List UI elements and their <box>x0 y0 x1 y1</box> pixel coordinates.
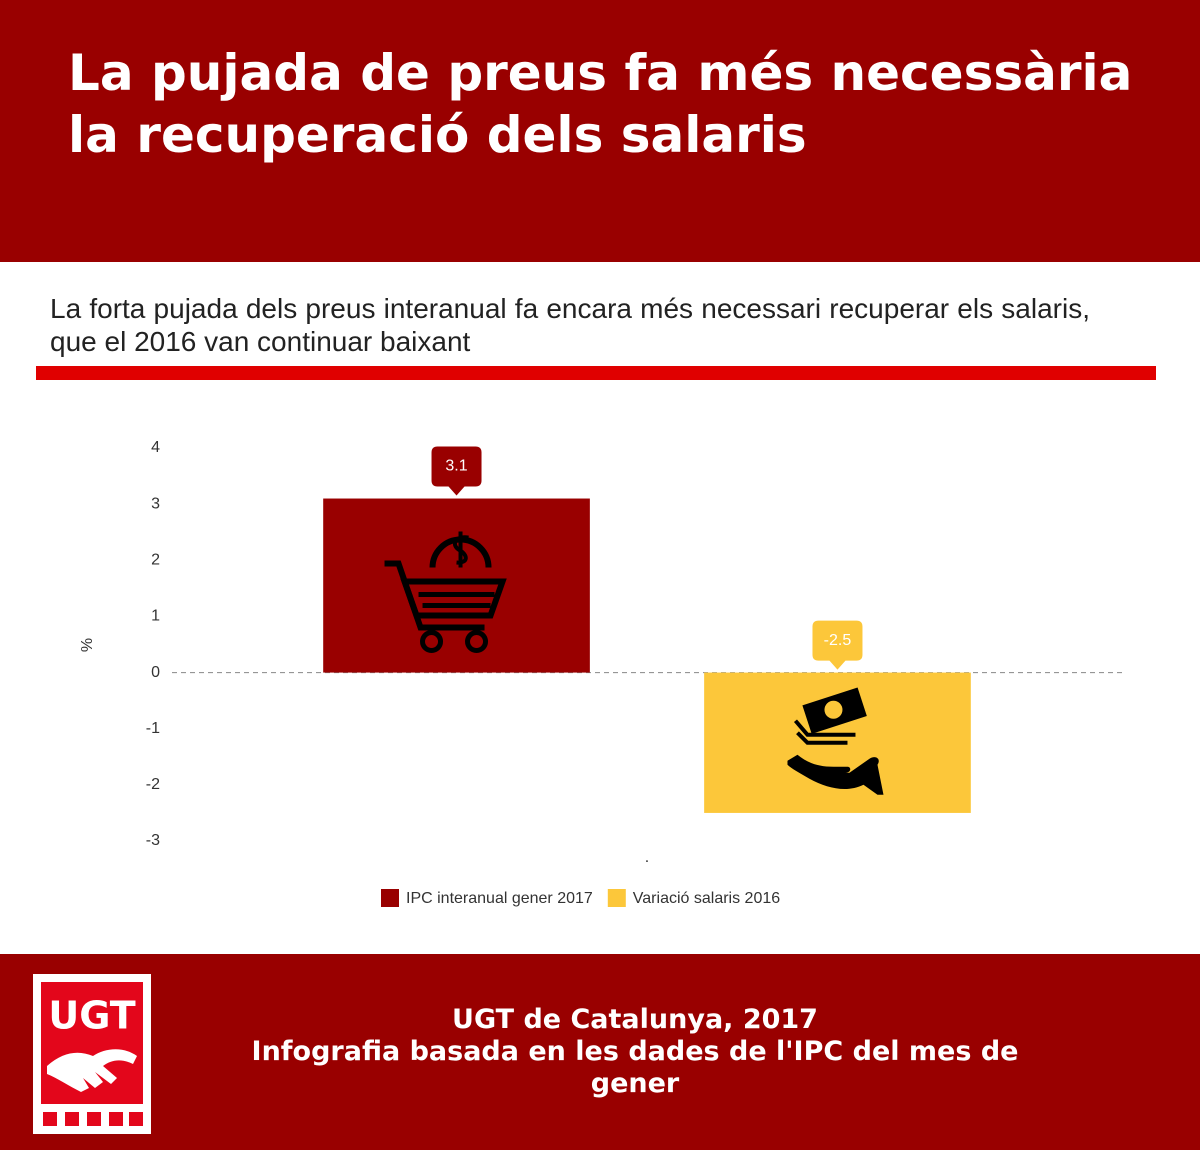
y-tick-label: -1 <box>146 720 160 737</box>
y-tick-label: 4 <box>151 439 160 456</box>
logo-graphic: UGT <box>41 982 143 1126</box>
logo: UGT <box>33 974 151 1134</box>
legend-swatch <box>607 889 626 907</box>
y-axis-label: % <box>79 638 96 652</box>
icon-part <box>793 719 856 745</box>
data-label: -2.5 <box>824 632 852 649</box>
legend-label: Variació salaris 2016 <box>633 890 780 907</box>
subtitle: La forta pujada dels preus interanual fa… <box>50 293 1090 357</box>
header: La pujada de preus fa més necessària la … <box>0 0 1200 262</box>
x-tick-label: . <box>645 849 649 866</box>
data-label: 3.1 <box>445 458 467 475</box>
icon-part <box>400 578 507 619</box>
footer-text: UGT de Catalunya, 2017 Infografia basada… <box>235 1004 1035 1100</box>
footer-line: UGT de Catalunya, 2017 <box>452 1004 818 1035</box>
bar <box>323 498 590 673</box>
icon-part <box>453 531 469 568</box>
bar-icon <box>787 687 884 795</box>
icon-part <box>465 630 489 654</box>
icon-part <box>824 700 843 719</box>
legend-swatch <box>381 889 399 907</box>
footer-line: Infografia basada en les dades de l'IPC … <box>251 1036 1019 1099</box>
divider <box>36 366 1156 380</box>
icon-part <box>787 754 884 795</box>
y-tick-label: -2 <box>146 776 160 793</box>
legend-label: IPC interanual gener 2017 <box>406 890 593 907</box>
icon-part <box>420 630 444 654</box>
y-tick-label: 2 <box>151 552 160 569</box>
callout <box>431 446 482 496</box>
footer: UGT UGT de Catalunya, 2017 Infografia ba… <box>0 954 1200 1150</box>
y-tick-label: 1 <box>151 608 160 625</box>
y-tick-label: 3 <box>151 495 160 512</box>
title: La pujada de preus fa més necessària la … <box>68 44 1133 164</box>
bar-icon <box>384 531 507 654</box>
icon-part <box>418 592 495 609</box>
callout <box>812 620 863 670</box>
chart: % -3 -2 -1 0 1 2 3 4. 3.1 -2.5 IPC interanual gene… <box>79 439 1122 907</box>
logo-text: UGT <box>48 994 135 1038</box>
y-tick-label: 0 <box>151 664 160 681</box>
y-tick-label: -3 <box>146 832 160 849</box>
